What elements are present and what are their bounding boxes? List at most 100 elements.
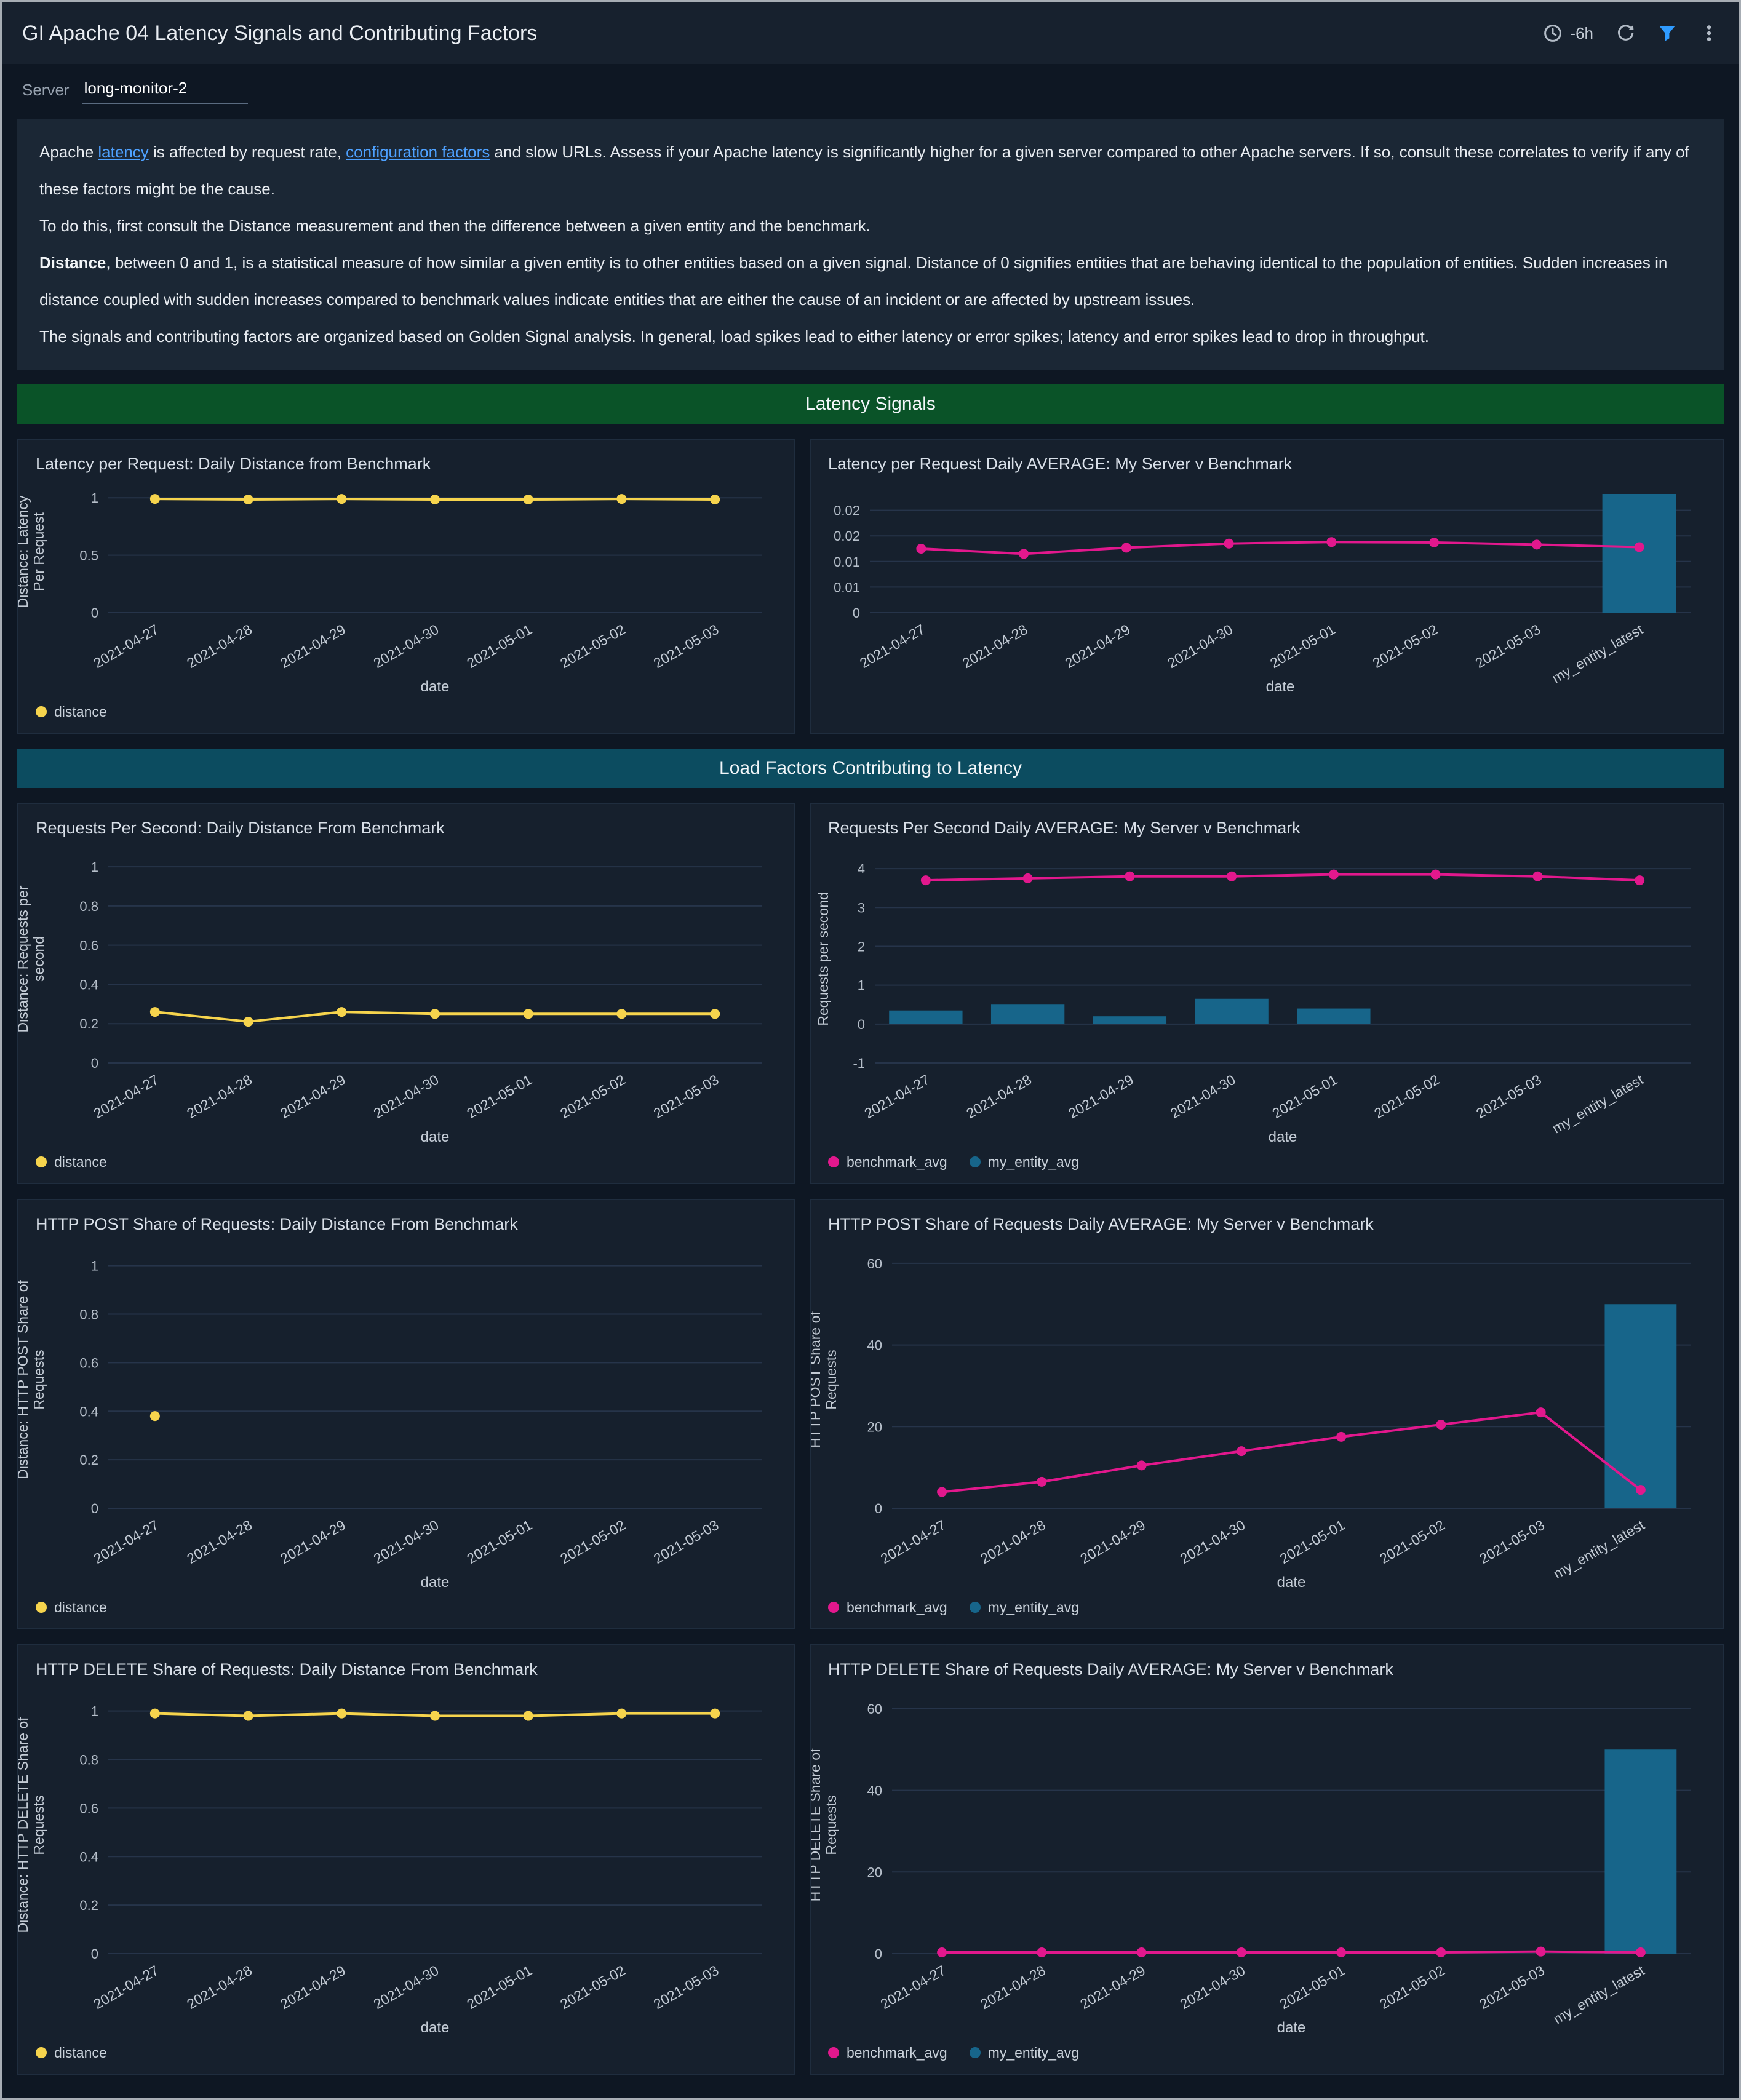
svg-text:0.02: 0.02 bbox=[834, 503, 860, 519]
legend-dot-icon bbox=[36, 1156, 47, 1168]
legend-dot-icon bbox=[969, 2047, 981, 2059]
time-range-control[interactable]: -6h bbox=[1543, 23, 1593, 43]
section-header-load-factors: Load Factors Contributing to Latency bbox=[17, 749, 1724, 788]
time-range-label: -6h bbox=[1570, 23, 1593, 42]
legend-dot-icon bbox=[969, 1602, 981, 1613]
chart-legend: benchmark_avg my_entity_avg bbox=[811, 1596, 1723, 1628]
svg-text:2021-05-03: 2021-05-03 bbox=[1473, 1072, 1544, 1121]
legend-dot-icon bbox=[828, 2047, 839, 2059]
svg-text:date: date bbox=[421, 2019, 450, 2036]
svg-text:2021-04-30: 2021-04-30 bbox=[371, 1962, 442, 2012]
svg-text:2021-04-28: 2021-04-28 bbox=[978, 1962, 1048, 2012]
rps-average-chart[interactable]: -1 0 1 2 3 4 2021-04-27 2021-04-28 2021-04-29 202… bbox=[811, 843, 1723, 1151]
svg-text:2021-05-02: 2021-05-02 bbox=[1377, 1517, 1448, 1567]
chart-title: Latency per Request Daily AVERAGE: My Se… bbox=[828, 455, 1293, 473]
svg-text:Distance: HTTP DELETE Share of: Distance: HTTP DELETE Share ofRequests bbox=[18, 1717, 47, 1933]
latency-distance-chart[interactable]: 0 0.5 1 2021-04-27 2021-04-28 2021-04-29 2021-… bbox=[18, 479, 794, 701]
header-actions: -6h bbox=[1543, 23, 1719, 43]
svg-text:2021-04-30: 2021-04-30 bbox=[1177, 1517, 1248, 1567]
server-filter-input[interactable]: long-monitor-2 bbox=[81, 76, 248, 104]
text-fragment: and slow URLs. Assess if your Apache lat… bbox=[39, 143, 1689, 198]
post-share-distance-chart[interactable]: 0 0.2 0.4 0.6 0.8 1 2021-04-27 2021-04-28 2021-0… bbox=[18, 1239, 794, 1596]
svg-text:60: 60 bbox=[867, 1701, 882, 1717]
delete-share-average-chart[interactable]: 0 20 40 60 2021-04-27 2021-04-28 2021-04-29 202… bbox=[811, 1684, 1723, 2042]
chart-title: Requests Per Second Daily AVERAGE: My Se… bbox=[828, 819, 1301, 837]
legend-item[interactable]: distance bbox=[36, 2045, 107, 2061]
svg-text:2021-04-27: 2021-04-27 bbox=[90, 1962, 161, 2012]
description-paragraph-3: Distance, between 0 and 1, is a statisti… bbox=[39, 244, 1702, 318]
dashboard-title: GI Apache 04 Latency Signals and Contrib… bbox=[22, 21, 538, 45]
legend-dot-icon bbox=[969, 1156, 981, 1168]
refresh-button[interactable] bbox=[1616, 23, 1635, 43]
description-paragraph-1: Apache latency is affected by request ra… bbox=[39, 133, 1702, 207]
svg-text:2021-05-03: 2021-05-03 bbox=[1476, 1962, 1547, 2012]
svg-text:2021-04-27: 2021-04-27 bbox=[878, 1962, 949, 2012]
delete-share-distance-chart[interactable]: 0 0.2 0.4 0.6 0.8 1 2021-04-27 2021-04-28 2021-0… bbox=[18, 1684, 794, 2042]
chart-legend: distance bbox=[18, 2042, 794, 2074]
legend-label: benchmark_avg bbox=[847, 2044, 947, 2061]
svg-text:2021-05-03: 2021-05-03 bbox=[651, 1072, 722, 1121]
legend-item[interactable]: distance bbox=[36, 704, 107, 720]
svg-text:0.5: 0.5 bbox=[79, 548, 98, 563]
svg-text:2021-04-29: 2021-04-29 bbox=[1066, 1072, 1136, 1121]
svg-text:2021-05-01: 2021-05-01 bbox=[1269, 1072, 1340, 1121]
svg-text:0: 0 bbox=[91, 1946, 98, 1962]
svg-text:2021-05-03: 2021-05-03 bbox=[1476, 1517, 1547, 1567]
legend-item[interactable]: benchmark_avg bbox=[828, 2045, 947, 2061]
legend-item[interactable]: my_entity_avg bbox=[969, 1599, 1079, 1616]
filter-icon bbox=[1659, 26, 1675, 41]
legend-item[interactable]: distance bbox=[36, 1599, 107, 1616]
svg-text:2021-04-29: 2021-04-29 bbox=[1062, 621, 1133, 671]
configuration-factors-link[interactable]: configuration factors bbox=[346, 143, 490, 161]
svg-text:2021-04-27: 2021-04-27 bbox=[90, 621, 161, 671]
section-header-latency-signals: Latency Signals bbox=[17, 384, 1724, 424]
svg-text:0: 0 bbox=[875, 1946, 882, 1962]
legend-item[interactable]: my_entity_avg bbox=[969, 1154, 1079, 1171]
legend-label: distance bbox=[54, 1599, 107, 1615]
svg-text:0: 0 bbox=[91, 1501, 98, 1516]
svg-text:2021-04-28: 2021-04-28 bbox=[184, 1072, 255, 1121]
legend-dot-icon bbox=[36, 2047, 47, 2059]
svg-text:2021-04-28: 2021-04-28 bbox=[184, 1962, 255, 2012]
legend-item[interactable]: my_entity_avg bbox=[969, 2045, 1079, 2061]
svg-text:2021-05-01: 2021-05-01 bbox=[464, 1517, 535, 1567]
legend-label: distance bbox=[54, 1153, 107, 1170]
svg-text:my_entity_latest: my_entity_latest bbox=[1550, 1072, 1646, 1137]
svg-text:2021-04-30: 2021-04-30 bbox=[371, 621, 442, 671]
chart-title: HTTP POST Share of Requests Daily AVERAG… bbox=[828, 1215, 1374, 1233]
svg-text:2021-05-01: 2021-05-01 bbox=[464, 621, 535, 671]
svg-text:2021-04-29: 2021-04-29 bbox=[277, 1962, 348, 2012]
chart-panel-latency-average: Latency per Request Daily AVERAGE: My Se… bbox=[810, 439, 1724, 734]
svg-text:Distance: Requests persecond: Distance: Requests persecond bbox=[18, 885, 47, 1032]
svg-text:2021-05-02: 2021-05-02 bbox=[1377, 1962, 1448, 2012]
svg-text:4: 4 bbox=[858, 861, 865, 877]
rps-distance-chart[interactable]: 0 0.2 0.4 0.6 0.8 1 2021-04-27 2021-04-28 2021-0… bbox=[18, 843, 794, 1151]
legend-item[interactable]: benchmark_avg bbox=[828, 1154, 947, 1171]
svg-text:2021-04-27: 2021-04-27 bbox=[90, 1517, 161, 1567]
filter-button[interactable] bbox=[1657, 23, 1677, 43]
svg-text:0.6: 0.6 bbox=[79, 938, 98, 953]
legend-dot-icon bbox=[36, 1602, 47, 1613]
post-share-average-chart[interactable]: 0 20 40 60 2021-04-27 2021-04-28 2021-04-29 202… bbox=[811, 1239, 1723, 1596]
svg-text:1: 1 bbox=[91, 1259, 98, 1274]
legend-item[interactable]: benchmark_avg bbox=[828, 1599, 947, 1616]
header-bar: GI Apache 04 Latency Signals and Contrib… bbox=[2, 2, 1739, 64]
svg-text:2021-05-01: 2021-05-01 bbox=[1277, 1517, 1348, 1567]
latency-average-chart[interactable]: 0 0.01 0.01 0.02 0.02 2021-04-27 2021-04-28 202… bbox=[811, 479, 1723, 701]
more-options-button[interactable] bbox=[1699, 23, 1719, 43]
svg-text:1: 1 bbox=[858, 978, 865, 993]
legend-item[interactable]: distance bbox=[36, 1154, 107, 1171]
legend-dot-icon bbox=[828, 1602, 839, 1613]
server-filter-label: Server bbox=[22, 81, 70, 99]
svg-text:2021-05-01: 2021-05-01 bbox=[464, 1962, 535, 2012]
svg-text:1: 1 bbox=[91, 490, 98, 506]
svg-text:2021-04-28: 2021-04-28 bbox=[963, 1072, 1034, 1121]
svg-text:20: 20 bbox=[867, 1419, 882, 1434]
svg-text:Requests per second: Requests per second bbox=[815, 892, 831, 1025]
chart-panel-rps-average: Requests Per Second Daily AVERAGE: My Se… bbox=[810, 803, 1724, 1184]
latency-link[interactable]: latency bbox=[98, 143, 149, 161]
svg-text:2021-05-02: 2021-05-02 bbox=[557, 1072, 628, 1121]
chart-panel-rps-distance: Requests Per Second: Daily Distance From… bbox=[17, 803, 795, 1184]
chart-legend bbox=[811, 701, 1723, 733]
